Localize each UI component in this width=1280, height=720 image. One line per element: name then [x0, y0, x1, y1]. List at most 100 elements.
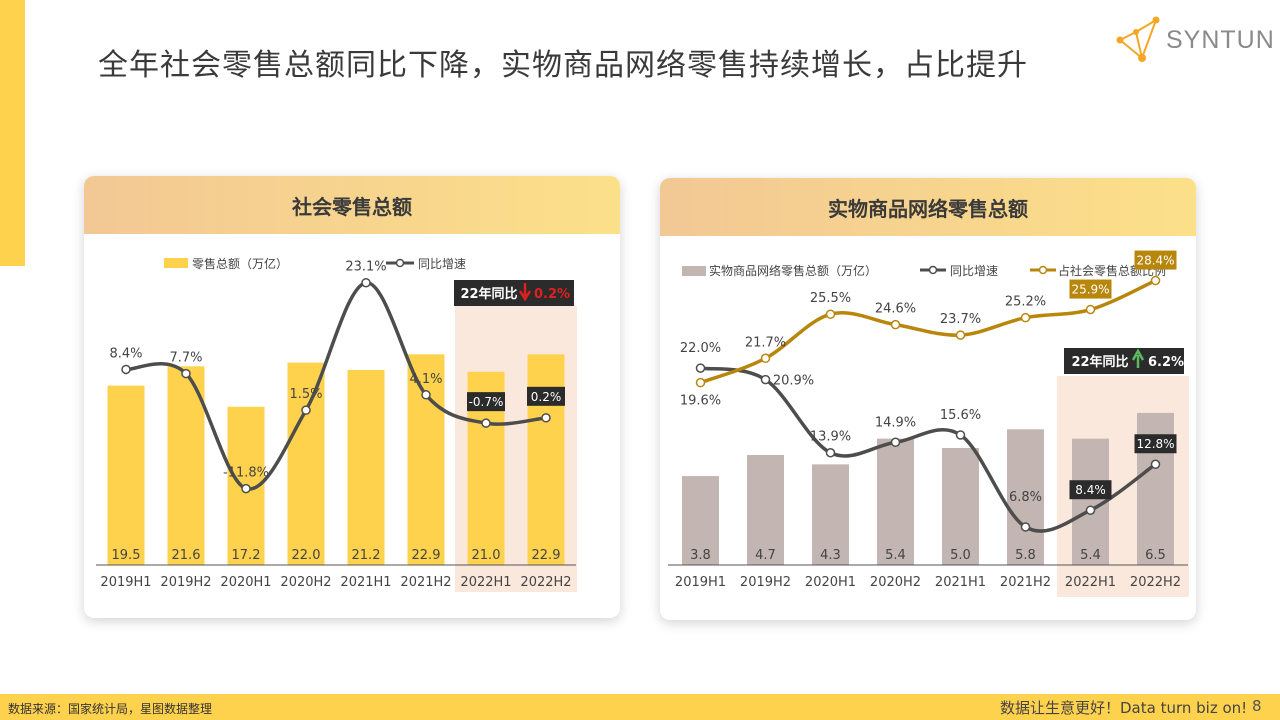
growth-line — [125, 280, 547, 491]
legend-bar-swatch — [164, 258, 188, 268]
bar — [287, 362, 325, 565]
x-tick-label: 2019H2 — [740, 575, 791, 590]
legend-line-marker — [1038, 265, 1048, 275]
share-point — [1020, 312, 1031, 323]
bar — [527, 354, 565, 565]
share-point — [955, 330, 966, 340]
x-tick-label: 2022H2 — [1130, 575, 1181, 590]
bar — [407, 354, 445, 565]
callout-box — [454, 280, 574, 306]
x-tick-label: 2019H1 — [100, 575, 151, 590]
bar-value-label: 5.4 — [1080, 548, 1101, 563]
growth-point — [121, 364, 131, 375]
bar-value-label: 22.9 — [412, 548, 441, 563]
bar-value-label: 21.0 — [472, 548, 501, 563]
share-point — [1150, 275, 1161, 286]
share-point — [1085, 304, 1096, 315]
bar — [682, 476, 719, 565]
x-tick-label: 2021H2 — [1000, 575, 1051, 590]
growth-point — [1150, 459, 1161, 469]
growth-label: -11.8% — [223, 466, 269, 481]
growth-label-box — [1069, 480, 1112, 500]
callout-value: 0.2% — [534, 287, 570, 302]
bar-value-label: 17.2 — [232, 548, 261, 563]
growth-point — [760, 374, 771, 385]
bar-value-label: 22.0 — [292, 548, 321, 563]
x-tick-label: 2021H2 — [400, 575, 451, 590]
share-label: 24.6% — [875, 302, 916, 317]
up-arrow-icon — [1131, 348, 1145, 368]
bar-value-label: 5.0 — [950, 548, 971, 563]
x-tick-label: 2020H2 — [280, 575, 331, 590]
callout-value: 6.2% — [1148, 355, 1184, 370]
legend-line-marker — [395, 258, 405, 268]
logo-text: SYNTUN — [1166, 26, 1275, 54]
bar-value-label: 21.6 — [172, 548, 201, 563]
growth-label: 8.4% — [109, 346, 142, 361]
share-point — [825, 309, 836, 319]
x-tick-label: 2022H2 — [520, 575, 571, 590]
x-tick-label: 2020H1 — [220, 575, 271, 590]
bar — [107, 385, 145, 565]
growth-label: 7.7% — [169, 351, 202, 366]
share-label: 25.2% — [1005, 295, 1046, 310]
share-point — [760, 353, 771, 364]
bar-value-label: 21.2 — [352, 548, 381, 563]
bar — [347, 369, 385, 565]
bar — [942, 448, 979, 565]
card-title: 实物商品网络零售总额 — [660, 178, 1196, 236]
growth-point — [1020, 522, 1031, 532]
syntun-logo-icon — [1116, 16, 1160, 62]
callout-label: 22年同比 — [1071, 354, 1128, 370]
x-tick-label: 2020H1 — [805, 575, 856, 590]
online-retail-card: 实物商品网络零售总额 实物商品网络零售总额（万亿） 同比增速 占社会零售总额比例 3.… — [660, 178, 1196, 620]
share-point — [890, 319, 901, 330]
growth-point — [361, 277, 371, 288]
growth-label-box — [1134, 434, 1177, 454]
callout-box — [1064, 348, 1184, 374]
share-line — [699, 278, 1157, 385]
share-label: 21.7% — [745, 335, 786, 350]
bar-value-label: 5.4 — [885, 548, 906, 563]
growth-label: 6.8% — [1009, 490, 1042, 505]
growth-label: 23.1% — [345, 260, 386, 275]
bar — [1007, 429, 1044, 565]
bar — [747, 455, 784, 565]
growth-point — [890, 437, 901, 448]
x-tick-label: 2020H2 — [870, 575, 921, 590]
growth-point — [541, 413, 551, 423]
x-tick-label: 2022H1 — [460, 575, 511, 590]
share-label: 28.4% — [1136, 254, 1174, 268]
growth-point — [695, 363, 706, 373]
page-number: 8 — [1252, 697, 1262, 715]
share-label: 25.5% — [810, 291, 851, 306]
bar — [167, 366, 205, 565]
x-tick-label: 2019H2 — [160, 575, 211, 590]
growth-label-box — [467, 392, 505, 412]
growth-point — [181, 368, 191, 379]
share-point — [695, 377, 706, 388]
bar-value-label: 4.3 — [820, 548, 841, 563]
x-tick-label: 2021H1 — [340, 575, 391, 590]
growth-point — [421, 390, 431, 400]
growth-line — [700, 366, 1157, 533]
bar — [812, 464, 849, 565]
growth-label: 8.4% — [1075, 483, 1106, 497]
x-tick-label: 2019H1 — [675, 575, 726, 590]
growth-label-box — [527, 386, 565, 406]
x-tick-label: 2022H1 — [1065, 575, 1116, 590]
share-label: 25.9% — [1071, 283, 1109, 297]
growth-point — [481, 418, 491, 428]
legend-label: 同比增速 — [418, 257, 466, 271]
bar-value-label: 3.8 — [690, 548, 711, 563]
share-label-box — [1134, 250, 1177, 270]
bar-value-label: 22.9 — [532, 548, 561, 563]
callout-label: 22年同比 — [460, 286, 517, 302]
growth-point — [825, 447, 836, 458]
footer-source: 数据来源：国家统计局，星图数据整理 — [8, 702, 213, 716]
retail-chart: 零售总额（万亿） 同比增速 19.5 2019H1 21.6 2019H2 17.2 2020… — [96, 256, 577, 592]
growth-label: 22.0% — [680, 341, 721, 356]
share-label-box — [1069, 279, 1112, 299]
growth-label: 1.5% — [289, 387, 322, 402]
legend-label: 实物商品网络零售总额（万亿） — [709, 263, 877, 278]
